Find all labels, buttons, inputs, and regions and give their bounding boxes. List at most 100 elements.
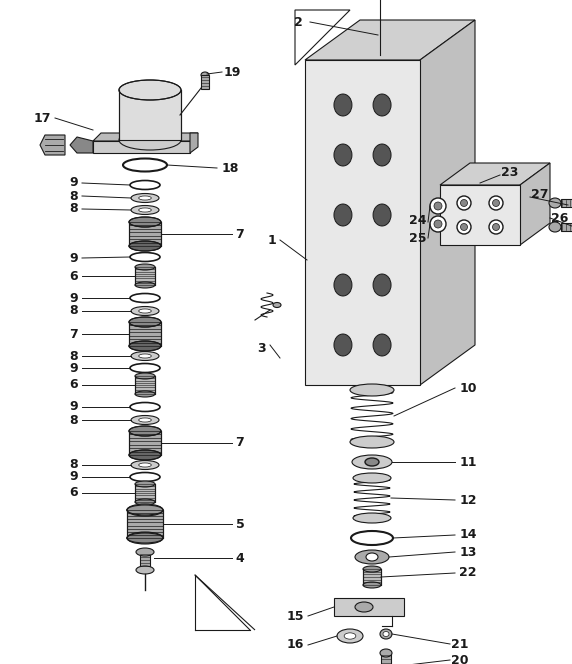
Text: 8: 8 — [70, 189, 78, 203]
Text: 14: 14 — [459, 529, 476, 542]
Text: 3: 3 — [258, 341, 267, 355]
Ellipse shape — [138, 196, 152, 200]
Ellipse shape — [129, 217, 161, 227]
Ellipse shape — [135, 264, 155, 270]
Ellipse shape — [350, 384, 394, 396]
Bar — [127, 510, 163, 538]
Ellipse shape — [127, 532, 163, 544]
Ellipse shape — [352, 455, 392, 469]
Ellipse shape — [549, 198, 561, 208]
Ellipse shape — [127, 533, 163, 543]
Ellipse shape — [131, 351, 159, 361]
Bar — [135, 484, 155, 502]
Ellipse shape — [119, 130, 181, 150]
Text: 23: 23 — [501, 165, 519, 179]
Ellipse shape — [460, 199, 467, 207]
Text: 4: 4 — [236, 552, 244, 564]
Polygon shape — [440, 185, 520, 245]
Ellipse shape — [430, 216, 446, 232]
Text: 27: 27 — [531, 189, 549, 201]
Ellipse shape — [136, 548, 154, 556]
Text: 26: 26 — [551, 212, 569, 224]
Polygon shape — [93, 133, 198, 141]
Ellipse shape — [549, 222, 561, 232]
Bar — [561, 223, 572, 231]
Ellipse shape — [201, 72, 209, 78]
Bar — [363, 569, 381, 585]
Ellipse shape — [457, 196, 471, 210]
Ellipse shape — [337, 629, 363, 643]
Ellipse shape — [135, 391, 155, 397]
Ellipse shape — [131, 416, 159, 424]
Text: 8: 8 — [70, 305, 78, 317]
Text: 5: 5 — [236, 517, 244, 531]
Text: 7: 7 — [70, 327, 78, 341]
Ellipse shape — [365, 458, 379, 466]
Polygon shape — [420, 20, 475, 385]
Polygon shape — [93, 141, 190, 153]
Ellipse shape — [383, 631, 389, 637]
Text: 6: 6 — [70, 378, 78, 392]
Ellipse shape — [131, 193, 159, 203]
Ellipse shape — [334, 334, 352, 356]
Ellipse shape — [373, 144, 391, 166]
Ellipse shape — [138, 354, 152, 358]
Ellipse shape — [135, 499, 155, 505]
Bar — [129, 431, 161, 455]
Ellipse shape — [131, 307, 159, 315]
Ellipse shape — [119, 80, 181, 100]
Ellipse shape — [127, 505, 163, 515]
Text: 16: 16 — [287, 639, 304, 651]
Text: 9: 9 — [70, 252, 78, 264]
Ellipse shape — [373, 94, 391, 116]
Ellipse shape — [131, 205, 159, 214]
Ellipse shape — [138, 418, 152, 422]
Text: 6: 6 — [70, 487, 78, 499]
Ellipse shape — [430, 198, 446, 214]
Ellipse shape — [334, 204, 352, 226]
Text: 1: 1 — [268, 234, 276, 246]
Polygon shape — [70, 137, 93, 153]
Ellipse shape — [344, 633, 356, 639]
Text: 25: 25 — [409, 232, 427, 244]
Ellipse shape — [492, 199, 499, 207]
Ellipse shape — [129, 241, 161, 251]
Ellipse shape — [380, 629, 392, 639]
Text: 17: 17 — [33, 112, 51, 125]
Ellipse shape — [129, 317, 161, 327]
Bar — [201, 75, 209, 89]
Text: 7: 7 — [236, 228, 244, 240]
Ellipse shape — [138, 208, 152, 212]
Ellipse shape — [363, 582, 381, 588]
Bar — [381, 653, 391, 664]
Polygon shape — [305, 20, 475, 60]
Ellipse shape — [353, 473, 391, 483]
Ellipse shape — [489, 220, 503, 234]
Text: 8: 8 — [70, 349, 78, 363]
Polygon shape — [295, 10, 350, 65]
Text: 11: 11 — [459, 456, 476, 469]
Ellipse shape — [129, 426, 161, 436]
Text: 2: 2 — [293, 15, 303, 29]
Ellipse shape — [434, 202, 442, 210]
Ellipse shape — [127, 504, 163, 516]
Ellipse shape — [334, 94, 352, 116]
Text: 19: 19 — [223, 66, 241, 78]
Ellipse shape — [334, 274, 352, 296]
Bar — [135, 267, 155, 285]
Polygon shape — [195, 575, 255, 630]
Text: 8: 8 — [70, 414, 78, 426]
Ellipse shape — [136, 566, 154, 574]
Text: 9: 9 — [70, 291, 78, 305]
Ellipse shape — [434, 220, 442, 228]
Ellipse shape — [355, 550, 389, 564]
Text: 21: 21 — [451, 637, 468, 651]
Text: 9: 9 — [70, 471, 78, 483]
Text: 9: 9 — [70, 400, 78, 414]
Polygon shape — [305, 60, 420, 385]
Polygon shape — [40, 135, 65, 155]
Ellipse shape — [492, 224, 499, 230]
Bar — [129, 322, 161, 346]
Ellipse shape — [135, 481, 155, 487]
Polygon shape — [190, 133, 198, 153]
